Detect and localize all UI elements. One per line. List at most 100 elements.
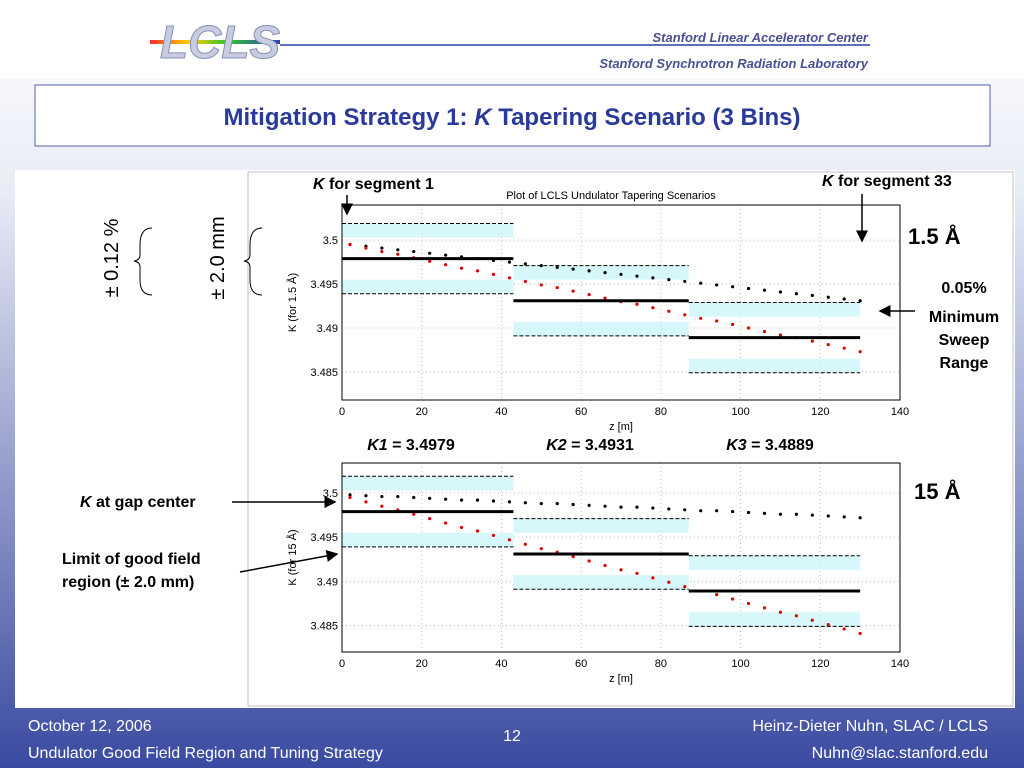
point bbox=[380, 504, 384, 508]
x-tick-label: 140 bbox=[891, 658, 909, 670]
arrow bbox=[239, 550, 339, 573]
point bbox=[571, 555, 575, 559]
sweep-band bbox=[342, 532, 514, 547]
annotation-part: K bbox=[313, 176, 326, 193]
point bbox=[348, 242, 352, 247]
point bbox=[699, 281, 703, 285]
point bbox=[858, 631, 862, 636]
point bbox=[778, 512, 783, 516]
point bbox=[778, 610, 783, 614]
footer-text: Heinz-Dieter Nuhn, SLAC / LCLS bbox=[752, 718, 988, 735]
k-name: K3 bbox=[726, 437, 747, 454]
point bbox=[683, 508, 687, 512]
sweep-band bbox=[688, 302, 861, 317]
point bbox=[396, 494, 400, 499]
annotation: K at gap center bbox=[80, 494, 196, 511]
org: Stanford Linear Accelerator Center bbox=[652, 30, 868, 45]
point bbox=[364, 246, 368, 250]
point bbox=[539, 264, 543, 268]
point bbox=[428, 251, 432, 255]
point bbox=[842, 627, 846, 631]
annotation: Limit of good field bbox=[62, 551, 201, 568]
point bbox=[571, 267, 575, 271]
k-name: K1 bbox=[367, 437, 388, 454]
point bbox=[731, 597, 735, 601]
sweep-band bbox=[688, 358, 861, 373]
point bbox=[635, 571, 639, 575]
axes-frame bbox=[341, 462, 901, 653]
point bbox=[810, 339, 814, 343]
point bbox=[619, 505, 623, 509]
point bbox=[794, 292, 798, 296]
point bbox=[699, 509, 703, 513]
point bbox=[523, 262, 527, 266]
slide-title: Mitigation Strategy 1: K Tapering Scenar… bbox=[224, 104, 801, 131]
point bbox=[475, 498, 480, 502]
k-label: K1 = 3.4979 bbox=[367, 437, 455, 454]
sweep-band bbox=[513, 575, 689, 590]
x-tick-label: 120 bbox=[811, 406, 829, 418]
point bbox=[842, 346, 846, 350]
point bbox=[683, 313, 687, 317]
point bbox=[380, 494, 384, 499]
wavelength: 15 Å bbox=[914, 478, 961, 504]
point bbox=[858, 516, 862, 520]
x-tick-label: 60 bbox=[575, 658, 587, 670]
point bbox=[459, 498, 464, 502]
annotation: ± 2.0 mm bbox=[207, 216, 229, 299]
k-value: = 3.4931 bbox=[567, 437, 634, 454]
sweep-band bbox=[513, 518, 689, 533]
sweep-band bbox=[688, 612, 861, 627]
point bbox=[667, 309, 671, 313]
point bbox=[444, 253, 448, 257]
point bbox=[762, 288, 767, 292]
point bbox=[364, 500, 368, 504]
point bbox=[412, 249, 416, 254]
point bbox=[651, 576, 655, 580]
point bbox=[507, 538, 511, 542]
page-number: 12 bbox=[503, 728, 521, 745]
point bbox=[794, 614, 798, 618]
k-value: = 3.4889 bbox=[747, 437, 814, 454]
point bbox=[380, 249, 384, 254]
point bbox=[778, 290, 783, 294]
point bbox=[762, 511, 767, 515]
annotation: ± 0.12 % bbox=[101, 218, 123, 297]
point bbox=[619, 568, 623, 572]
point bbox=[603, 271, 607, 275]
point bbox=[603, 296, 607, 300]
footer-text: October 12, 2006 bbox=[28, 718, 152, 735]
footer-text: Nuhn@slac.stanford.edu bbox=[812, 745, 988, 762]
logo-stripe bbox=[150, 40, 280, 44]
point bbox=[603, 504, 607, 508]
x-tick-label: 0 bbox=[339, 658, 345, 670]
annotation: Range bbox=[940, 355, 989, 372]
point bbox=[810, 293, 814, 298]
point bbox=[746, 286, 751, 291]
point bbox=[635, 302, 639, 306]
point bbox=[842, 515, 846, 519]
point bbox=[794, 512, 798, 516]
y-tick-label: 3.495 bbox=[310, 532, 338, 544]
annotation-part: for segment 1 bbox=[325, 176, 434, 193]
point bbox=[555, 265, 559, 269]
brace bbox=[133, 227, 153, 296]
point bbox=[651, 506, 655, 510]
point bbox=[603, 563, 607, 568]
logo: LCLS bbox=[160, 16, 280, 68]
x-tick-label: 40 bbox=[495, 658, 507, 670]
point bbox=[571, 289, 575, 293]
point bbox=[491, 499, 496, 503]
x-tick-label: 100 bbox=[731, 406, 749, 418]
sweep-band bbox=[513, 321, 689, 336]
title-part: K bbox=[474, 104, 493, 131]
title-part: Tapering Scenario (3 Bins) bbox=[492, 104, 801, 131]
point bbox=[667, 507, 671, 511]
point bbox=[715, 592, 719, 597]
point bbox=[746, 326, 751, 330]
point bbox=[539, 283, 543, 287]
brace bbox=[243, 227, 263, 296]
point bbox=[858, 350, 862, 354]
y-tick-label: 3.49 bbox=[317, 323, 338, 335]
x-tick-label: 80 bbox=[655, 406, 667, 418]
